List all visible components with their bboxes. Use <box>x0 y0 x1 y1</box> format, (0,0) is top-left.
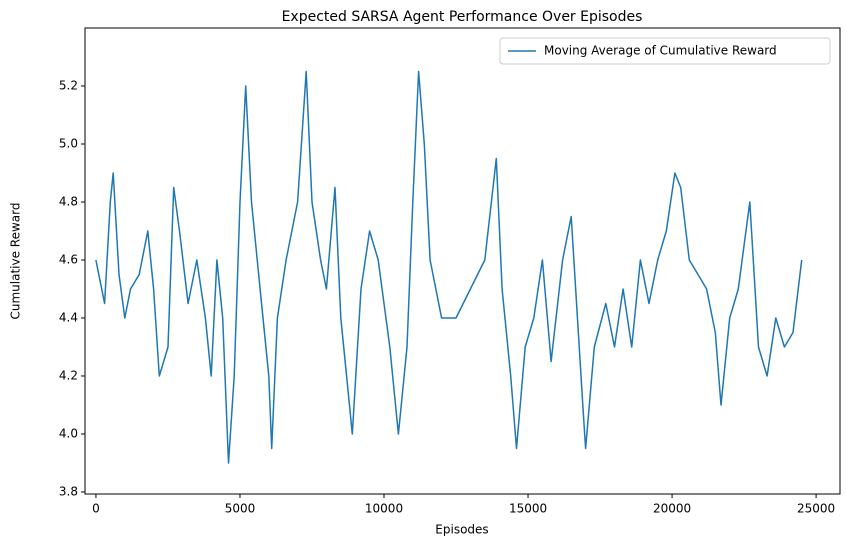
y-tick-label: 3.8 <box>59 484 78 498</box>
plot-frame <box>84 27 841 495</box>
x-tick-label: 10000 <box>365 502 403 516</box>
x-tick-label: 5000 <box>225 502 256 516</box>
x-tick-label: 20000 <box>653 502 691 516</box>
x-tick-label: 15000 <box>509 502 547 516</box>
x-tick-label: 0 <box>92 502 100 516</box>
y-tick-label: 5.2 <box>59 78 78 92</box>
y-tick-label: 5.0 <box>59 136 78 150</box>
y-tick-label: 4.6 <box>59 252 78 266</box>
y-axis-label: Cumulative Reward <box>9 203 23 320</box>
y-tick-label: 4.2 <box>59 368 78 382</box>
x-tick-label: 25000 <box>797 502 835 516</box>
y-tick-label: 4.8 <box>59 194 78 208</box>
legend-box <box>499 37 831 65</box>
x-axis-label: Episodes <box>435 523 488 537</box>
y-tick-label: 4.0 <box>59 426 78 440</box>
legend-label: Moving Average of Cumulative Reward <box>544 44 777 58</box>
chart-title: Expected SARSA Agent Performance Over Ep… <box>282 9 643 25</box>
y-tick-label: 4.4 <box>59 310 78 324</box>
data-line <box>95 70 803 464</box>
legend: Moving Average of Cumulative Reward <box>499 37 831 65</box>
